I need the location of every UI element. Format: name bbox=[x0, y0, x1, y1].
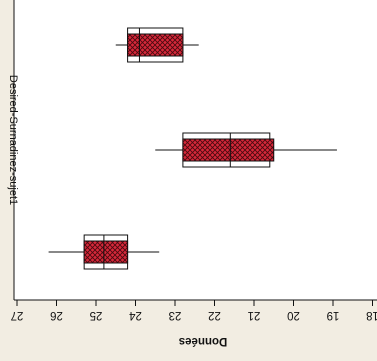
iqr-box bbox=[83, 240, 129, 264]
x-tick-label: 23 bbox=[169, 309, 182, 321]
x-tick-label: 27 bbox=[11, 309, 24, 321]
x-tick-label: 26 bbox=[50, 309, 63, 321]
x-axis-title: Données bbox=[179, 335, 228, 347]
side-label: Desired-Surnadinez-sujet1 bbox=[7, 75, 19, 205]
x-tick-label: 24 bbox=[129, 309, 142, 321]
x-tick-label: 18 bbox=[366, 309, 377, 321]
x-tick-label: 20 bbox=[287, 309, 300, 321]
x-tick-label: 19 bbox=[327, 309, 340, 321]
x-axis-ticks: 27 26 25 24 23 22 21 20 19 18 bbox=[11, 300, 377, 321]
iqr-box bbox=[182, 138, 275, 162]
box-group bbox=[48, 27, 337, 270]
x-tick-label: 25 bbox=[90, 309, 103, 321]
x-tick-label: 21 bbox=[248, 309, 261, 321]
iqr-box bbox=[127, 33, 184, 57]
x-tick-label: 22 bbox=[208, 309, 221, 321]
